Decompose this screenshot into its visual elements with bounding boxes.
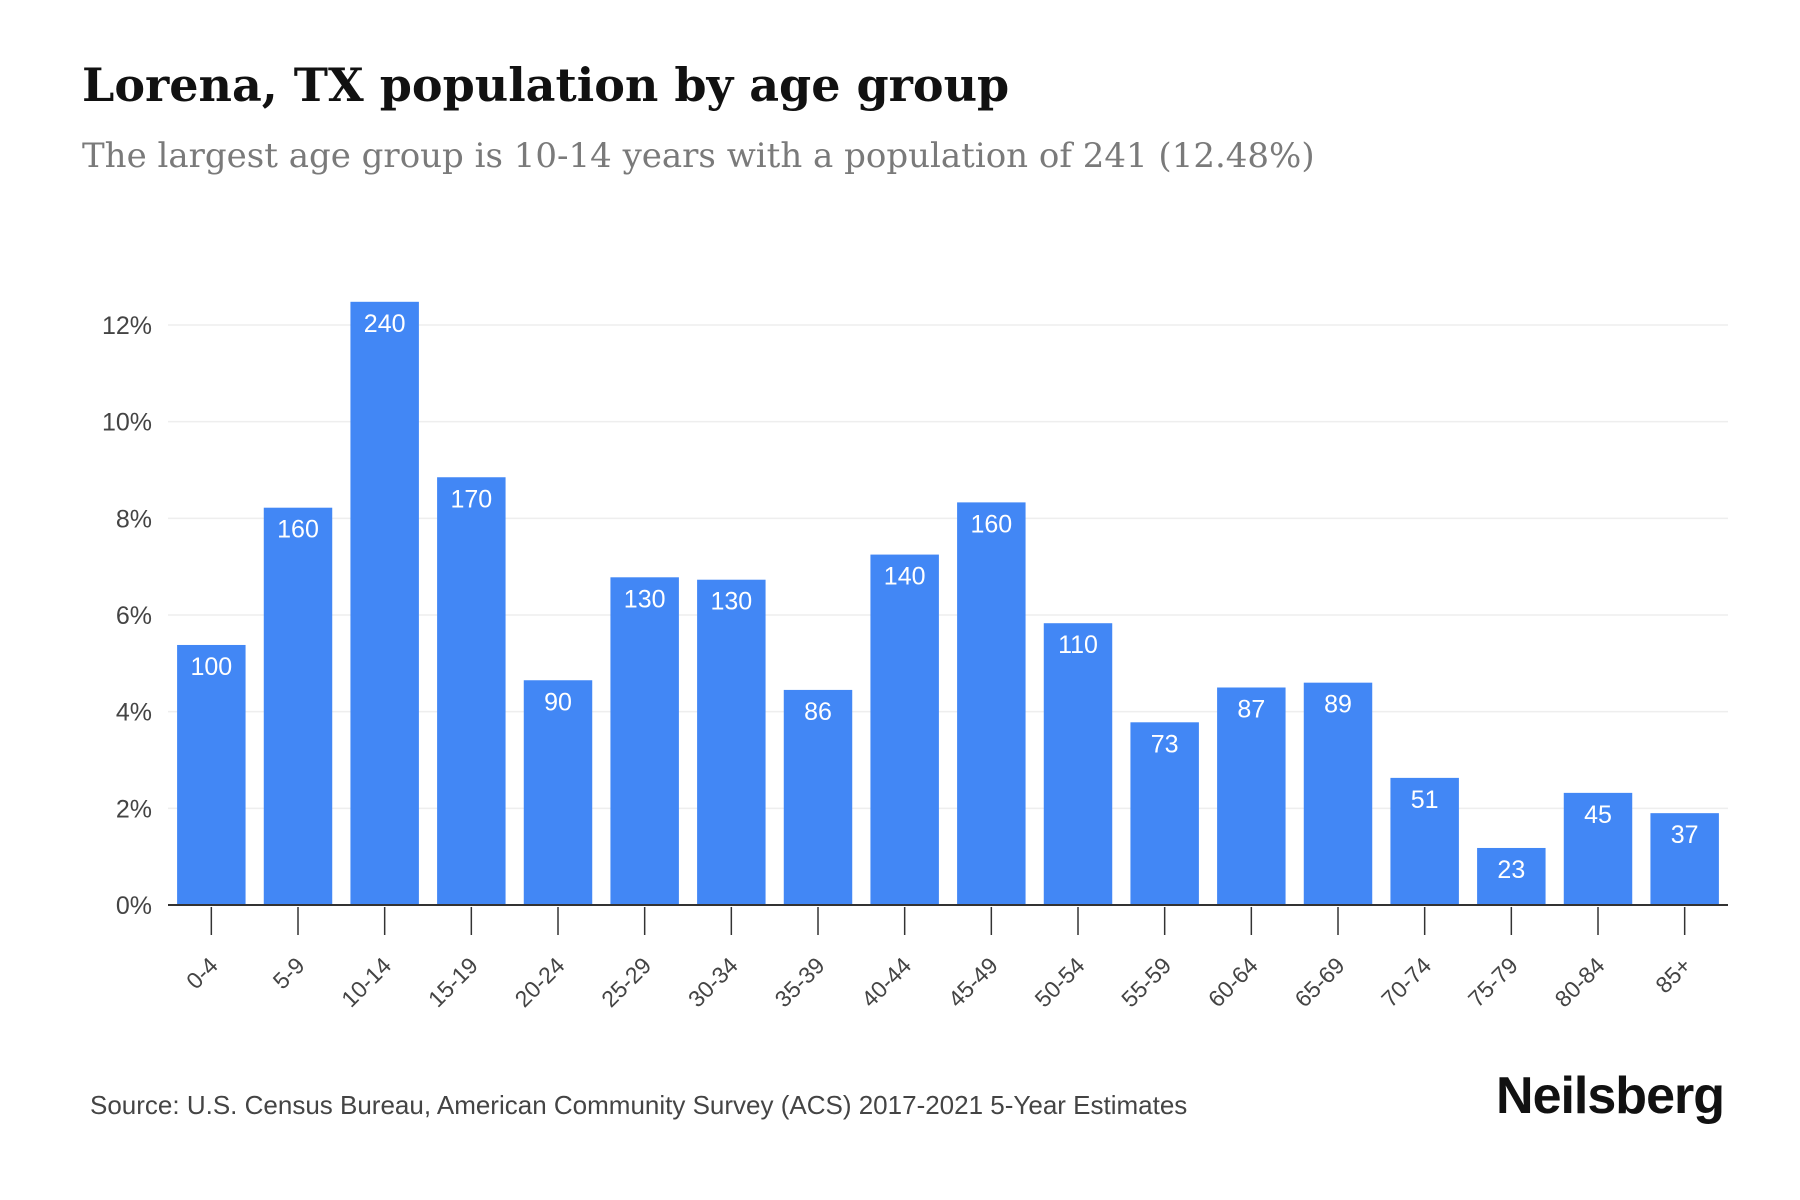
gridlines xyxy=(168,324,1728,810)
bar-15-19 xyxy=(437,477,506,905)
bar-10-14 xyxy=(350,301,419,905)
bar-65-69 xyxy=(1303,682,1373,905)
x-tick-label: 35-39 xyxy=(770,952,830,1012)
x-tick-label: 10-14 xyxy=(336,952,396,1012)
bar-value-label: 87 xyxy=(1237,696,1265,724)
bar-value-label: 45 xyxy=(1584,801,1612,829)
bar-45-49 xyxy=(957,502,1026,905)
bar-55-59 xyxy=(1130,722,1199,905)
bar-value-label: 160 xyxy=(970,510,1012,538)
bar-value-label: 100 xyxy=(190,653,232,681)
y-tick-label: 6% xyxy=(116,602,152,630)
x-tick-label: 50-54 xyxy=(1030,952,1090,1012)
bar-value-label: 51 xyxy=(1411,786,1439,814)
bar-75-79 xyxy=(1477,847,1546,905)
x-tick-label: 85+ xyxy=(1650,952,1696,998)
x-tick-label: 75-79 xyxy=(1463,952,1523,1012)
bar-value-label: 73 xyxy=(1151,730,1179,758)
bar-value-label: 110 xyxy=(1058,631,1098,659)
y-tick-label: 4% xyxy=(116,699,152,727)
bar-value-label: 140 xyxy=(884,563,926,591)
x-tick-label: 15-19 xyxy=(423,952,483,1012)
source-note: Source: U.S. Census Bureau, American Com… xyxy=(90,1090,1188,1120)
x-tick-label: 60-64 xyxy=(1203,952,1263,1012)
bar-value-label: 23 xyxy=(1497,856,1525,884)
y-tick-label: 2% xyxy=(116,795,152,823)
x-tick-label: 5-9 xyxy=(268,952,310,994)
brand-logo: Neilsberg xyxy=(1496,1067,1725,1125)
y-tick-label: 8% xyxy=(116,505,152,533)
x-tick-label: 0-4 xyxy=(181,952,223,994)
bar-value-label: 130 xyxy=(624,585,666,613)
bar-value-label: 170 xyxy=(450,485,492,513)
x-tick-label: 30-34 xyxy=(683,952,743,1012)
bar-0-4 xyxy=(177,644,246,905)
bar-40-44 xyxy=(870,554,939,905)
y-tick-label: 12% xyxy=(102,312,152,340)
bar-value-label: 37 xyxy=(1671,821,1699,849)
bar-30-34 xyxy=(697,579,766,905)
bar-20-24 xyxy=(523,680,593,905)
x-tick-label: 20-24 xyxy=(510,952,570,1012)
bar-5-9 xyxy=(263,507,333,905)
bar-80-84 xyxy=(1563,792,1633,905)
bar-value-label: 130 xyxy=(710,588,752,616)
x-tick-label: 45-49 xyxy=(943,952,1003,1012)
bar-35-39 xyxy=(783,689,853,905)
x-tick-label: 80-84 xyxy=(1550,952,1610,1012)
chart-subtitle: The largest age group is 10-14 years wit… xyxy=(82,136,1315,176)
x-tick-label: 55-59 xyxy=(1116,952,1176,1012)
bar-50-54 xyxy=(1043,623,1113,905)
y-tick-label: 0% xyxy=(116,892,152,920)
bar-value-label: 160 xyxy=(277,516,319,544)
x-tick-label: 25-29 xyxy=(596,952,656,1012)
x-tick-label: 40-44 xyxy=(856,952,916,1012)
x-tick-label: 70-74 xyxy=(1376,952,1436,1012)
x-tick-label: 65-69 xyxy=(1290,952,1350,1012)
bar-25-29 xyxy=(610,577,679,905)
y-tick-label: 10% xyxy=(102,409,152,437)
bar-70-74 xyxy=(1390,777,1459,905)
bar-value-label: 89 xyxy=(1324,691,1352,719)
bar-value-label: 90 xyxy=(544,688,572,716)
bar-value-label: 240 xyxy=(364,310,406,338)
chart-title: Lorena, TX population by age group xyxy=(82,58,1010,112)
bar-85+ xyxy=(1650,813,1719,905)
bar-value-label: 86 xyxy=(804,698,832,726)
bar-60-64 xyxy=(1217,687,1286,905)
bars: 100 160 240 170 90 130 130 86 140 160 110 73 87 89 51 2… xyxy=(177,301,1719,905)
